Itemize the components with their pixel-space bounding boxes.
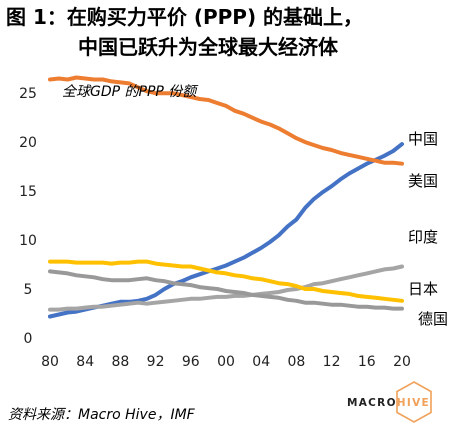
x-tick-label: 20 <box>393 354 411 370</box>
macro-hive-logo: MACROHIVE <box>345 380 457 424</box>
x-tick-label: 16 <box>358 354 376 370</box>
series-label-germany: 德国 <box>418 310 448 328</box>
series-lines <box>48 75 404 319</box>
y-tick-label: 25 <box>19 86 37 102</box>
x-tick-label: 00 <box>217 354 235 370</box>
chart-title-line-2: 中国已跃升为全球最大经济体 <box>78 35 338 59</box>
x-tick-label: 88 <box>111 354 129 370</box>
x-axis-tick-labels: 80 84 88 92 96 00 04 08 12 16 20 <box>41 354 411 370</box>
y-tick-label: 10 <box>19 233 37 249</box>
series-label-china: 中国 <box>408 130 438 148</box>
series-line-germany <box>48 269 404 311</box>
y-tick-label: 20 <box>19 135 37 151</box>
y-tick-label: 5 <box>24 282 33 298</box>
x-tick-label: 92 <box>147 354 165 370</box>
logo-wordmark: MACROHIVE <box>347 397 430 409</box>
hexagon-logo-icon <box>396 381 432 423</box>
series-label-japan: 日本 <box>408 280 438 298</box>
x-tick-label: 84 <box>76 354 94 370</box>
y-tick-label: 15 <box>19 184 37 200</box>
logo-word-macro: MACRO <box>347 397 397 409</box>
x-tick-label: 08 <box>287 354 305 370</box>
x-tick-label: 04 <box>252 354 270 370</box>
x-tick-label: 80 <box>41 354 59 370</box>
series-line-india <box>48 264 404 312</box>
series-line-japan <box>48 259 404 303</box>
chart-annotation: 全球GDP 的PPP 份额 <box>62 84 199 100</box>
y-axis-tick-labels: 0 5 10 15 20 25 <box>19 86 37 347</box>
chart-title-line-1: 图 1：在购买力平价 (PPP) 的基础上， <box>6 5 364 29</box>
chart-title: 图 1：在购买力平价 (PPP) 的基础上， 中国已跃升为全球最大经济体 <box>6 2 456 62</box>
series-line-usa <box>48 75 404 166</box>
x-tick-label: 12 <box>323 354 341 370</box>
x-tick-label: 96 <box>182 354 200 370</box>
series-label-india: 印度 <box>408 228 438 246</box>
y-tick-label: 0 <box>24 331 33 347</box>
series-label-usa: 美国 <box>408 172 438 190</box>
source-note: 资料来源：Macro Hive，IMF <box>8 407 195 423</box>
logo-word-hive: HIVE <box>396 397 430 409</box>
